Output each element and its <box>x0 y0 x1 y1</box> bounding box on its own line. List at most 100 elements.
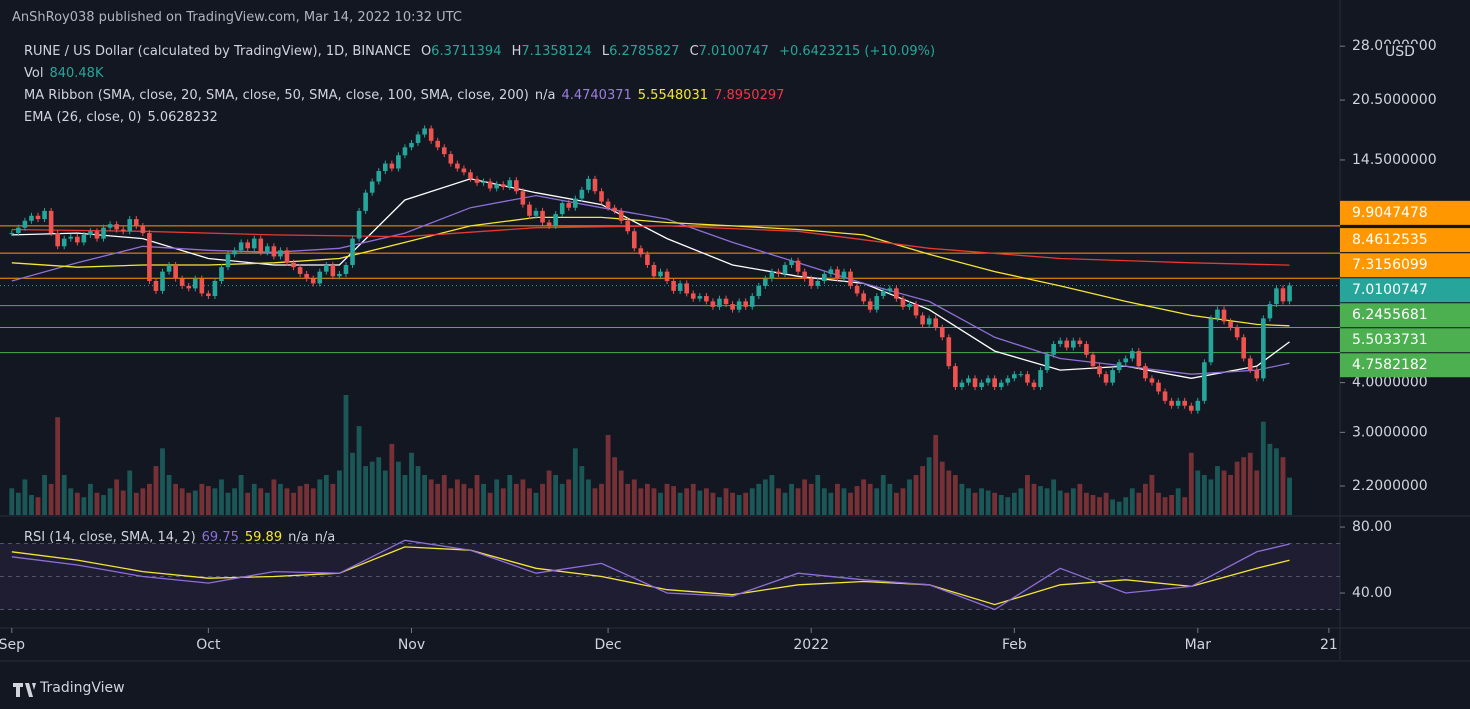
candle-body <box>1123 358 1129 363</box>
candle-body <box>586 178 591 190</box>
legend-rsi: RSI (14, close, SMA, 14, 2) 69.75 59.89 n/a… <box>24 530 341 545</box>
volume-bar <box>1287 477 1292 515</box>
volume-bar <box>1149 475 1155 515</box>
price-badge-label: 7.0100747 <box>1352 282 1428 298</box>
volume-bar <box>350 452 355 515</box>
volume-bar <box>212 488 218 515</box>
volume-bar <box>415 466 421 515</box>
candle-body <box>1228 321 1233 328</box>
currency: USD <box>1382 44 1418 60</box>
open: 6.3711394 <box>431 44 502 59</box>
candle-body <box>1156 382 1161 392</box>
ma-value: 4.4740371 <box>561 88 632 103</box>
volume-bar <box>533 492 539 515</box>
candle-body <box>992 378 997 387</box>
candle-body <box>422 128 427 135</box>
candle-body <box>88 231 93 235</box>
volume-bar <box>74 492 80 515</box>
candle-body <box>658 271 663 277</box>
candle-body <box>592 178 598 192</box>
brand-logo <box>13 683 36 697</box>
volume-bar <box>454 479 460 515</box>
volume-bar <box>1044 488 1050 515</box>
candle-body <box>1025 374 1030 383</box>
price-badge-label: 8.4612535 <box>1352 232 1428 248</box>
volume-bar <box>278 483 283 515</box>
volume-bar <box>887 483 893 515</box>
volume-bar <box>848 492 853 515</box>
candle-body <box>29 215 34 221</box>
volume-bar <box>1129 488 1135 515</box>
volume-bar <box>605 435 611 515</box>
brand: TradingView <box>40 680 125 696</box>
candle-body <box>749 296 755 307</box>
candle-body <box>101 227 106 239</box>
y-tick-label: 14.5000000 <box>1352 152 1437 168</box>
volume-bar <box>402 475 408 515</box>
candle-body <box>645 254 650 265</box>
volume-bar <box>664 483 670 515</box>
price-badge <box>1340 278 1470 303</box>
ema-value: 5.0628232 <box>147 110 218 125</box>
volume-bar <box>258 488 264 515</box>
candle-body <box>1044 354 1050 371</box>
candle-body <box>212 280 218 297</box>
volume-bar <box>48 483 54 515</box>
volume-bar <box>192 490 198 515</box>
volume-bar <box>952 475 958 515</box>
x-tick-label: Mar <box>1185 637 1212 653</box>
volume-bar <box>9 488 15 515</box>
ema-label: EMA (26, close, 0) <box>24 110 142 125</box>
volume-bar <box>1260 421 1266 515</box>
candle-body <box>297 267 303 274</box>
volume-bar <box>186 492 192 515</box>
candle-body <box>533 210 539 216</box>
legend-ema: EMA (26, close, 0) 5.0628232 <box>24 110 224 125</box>
volume-bar <box>861 479 867 515</box>
candle-body <box>966 378 971 383</box>
volume-bar <box>867 483 873 515</box>
candle-body <box>815 280 821 286</box>
candle-body <box>697 296 703 299</box>
candle-body <box>192 278 198 289</box>
candle-body <box>1169 400 1174 406</box>
candle-body <box>553 214 558 226</box>
volume-bar <box>1142 483 1148 515</box>
volume-bar <box>1136 492 1142 515</box>
volume-bar <box>671 486 677 515</box>
volume-bar <box>638 488 644 515</box>
candle-body <box>1136 351 1142 367</box>
candle-body <box>324 264 329 272</box>
candle-body <box>389 163 395 169</box>
symbol: RUNE / US Dollar (calculated by TradingV… <box>24 44 411 59</box>
close: 7.0100747 <box>698 44 769 59</box>
candle-body <box>1267 304 1273 319</box>
candle-body <box>448 154 454 164</box>
volume-bar <box>520 479 526 515</box>
volume-bar <box>540 483 545 515</box>
moving-average <box>11 194 1290 375</box>
volume-bar <box>61 475 67 515</box>
candle-body <box>435 140 441 148</box>
volume-bar <box>356 426 362 515</box>
volume-bar <box>232 488 237 515</box>
candle-body <box>743 301 748 307</box>
volume-bar <box>389 443 395 515</box>
candle-body <box>795 260 801 272</box>
volume-bar <box>1182 497 1188 515</box>
candle-body <box>55 233 60 247</box>
candle-body <box>1215 309 1220 319</box>
candle-body <box>1247 358 1253 371</box>
candle-body <box>1116 362 1122 371</box>
volume-bar <box>926 457 932 515</box>
candle-body <box>939 327 945 338</box>
volume-bar <box>382 470 388 515</box>
volume-bar <box>422 475 428 515</box>
price-badge-label: 6.2455681 <box>1352 307 1428 323</box>
volume-bar <box>841 488 847 515</box>
candle-body <box>356 210 362 239</box>
volume-bar <box>1064 492 1070 515</box>
rsi-label: RSI (14, close, SMA, 14, 2) <box>24 530 196 545</box>
volume-bar <box>599 483 604 515</box>
candle-body <box>186 285 192 289</box>
